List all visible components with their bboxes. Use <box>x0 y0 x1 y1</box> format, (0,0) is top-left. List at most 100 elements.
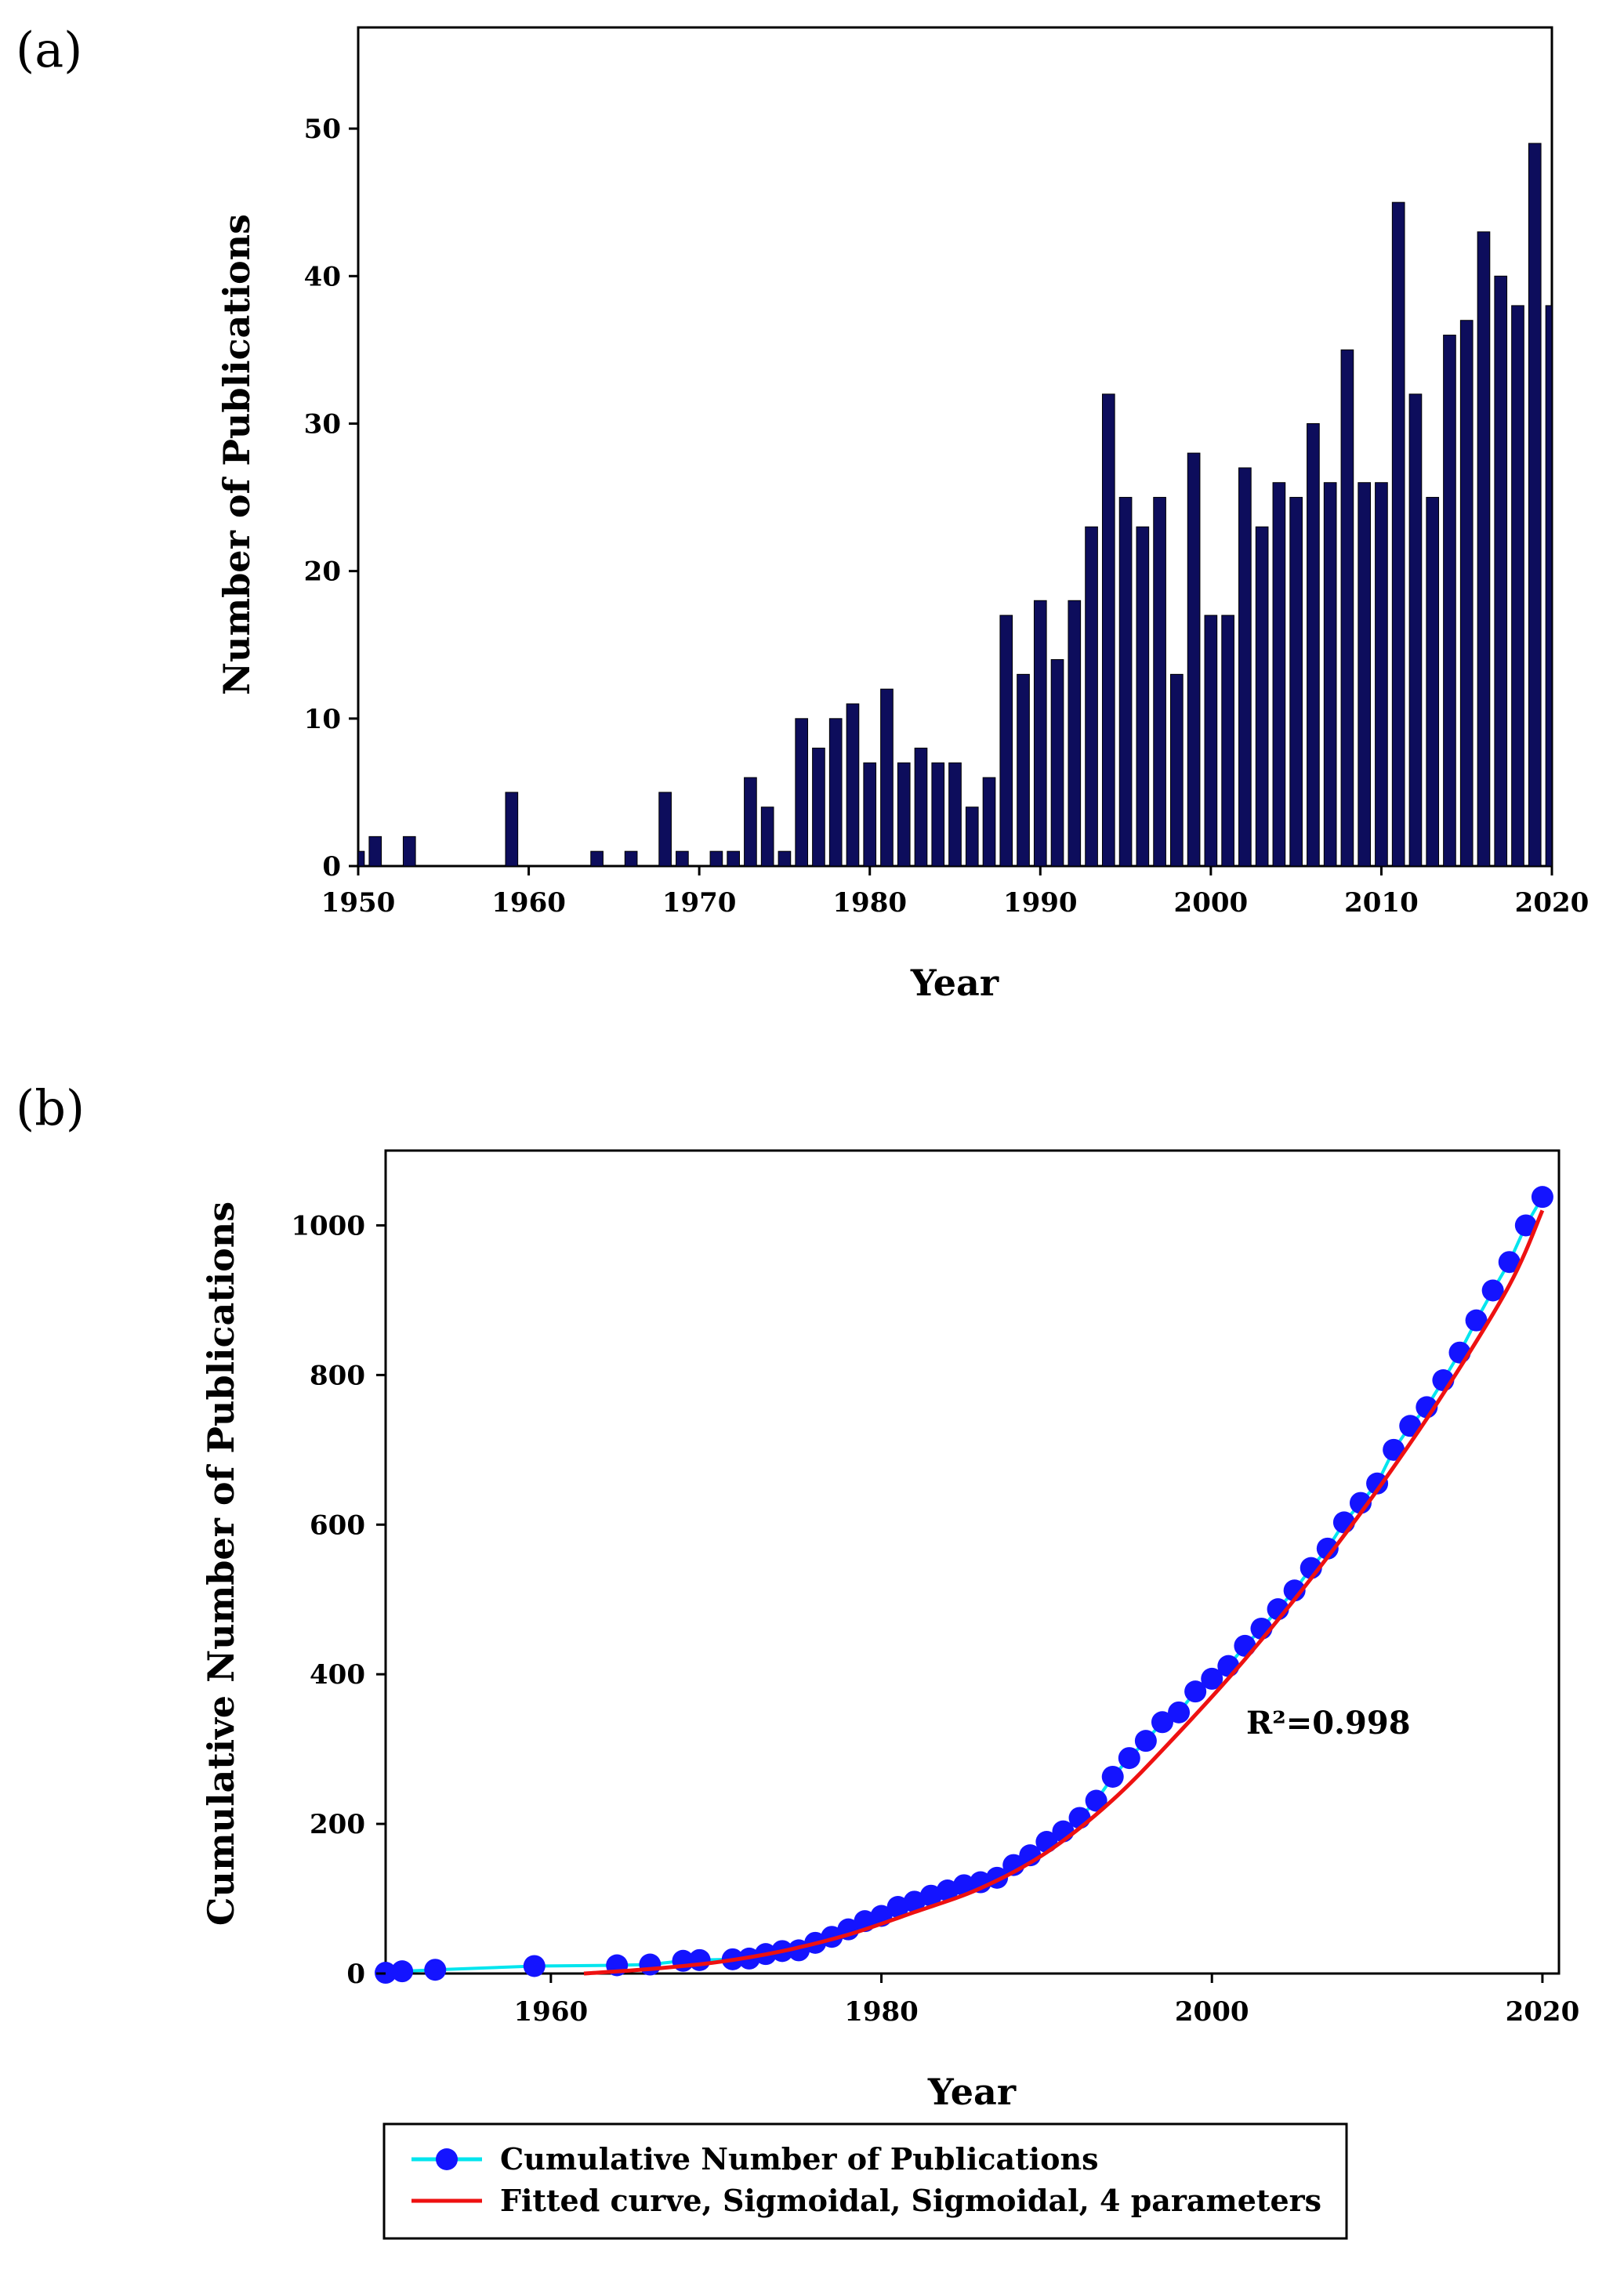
y-tick-label-0: 0 <box>322 851 341 883</box>
bar-1984 <box>931 762 945 867</box>
chart-b-r-squared-annotation: R²=0.998 <box>1246 1705 1411 1742</box>
bar-1979 <box>846 703 860 867</box>
point-1982 <box>903 1890 926 1913</box>
chart-b-fitted-curve <box>583 1209 1545 1976</box>
bar-1951 <box>368 835 382 867</box>
x-tick-label-1960: 1960 <box>514 1996 589 2028</box>
bar-1959 <box>505 792 519 867</box>
bar-2015 <box>1459 320 1474 867</box>
point-2010 <box>1366 1472 1389 1495</box>
point-1985 <box>952 1874 975 1897</box>
y-tick-label-1000: 1000 <box>291 1210 365 1241</box>
bar-1985 <box>948 762 962 867</box>
bar-1973 <box>744 777 757 867</box>
y-tick-label-0: 0 <box>346 1959 365 1990</box>
y-tick-label-400: 400 <box>310 1659 365 1691</box>
point-1984 <box>936 1879 959 1902</box>
point-1981 <box>886 1896 909 1919</box>
x-tick-label-2000: 2000 <box>1174 887 1249 919</box>
point-2001 <box>1217 1655 1240 1677</box>
bar-1968 <box>658 792 672 867</box>
bar-1994 <box>1101 393 1115 867</box>
bar-1999 <box>1187 452 1201 867</box>
bar-1991 <box>1050 659 1064 867</box>
point-1966 <box>639 1953 662 1976</box>
y-tick-label-200: 200 <box>310 1809 365 1840</box>
legend-cumulative-label: Cumulative Number of Publications <box>500 2141 1099 2177</box>
bar-1971 <box>709 850 723 867</box>
bar-2010 <box>1375 482 1388 867</box>
y-tick-label-600: 600 <box>310 1510 365 1541</box>
bar-2007 <box>1323 482 1337 867</box>
bar-2009 <box>1358 482 1372 867</box>
chart-b-y-axis-title: Cumulative Number of Publications <box>200 1202 242 1926</box>
y-tick-label-10: 10 <box>304 704 341 735</box>
bar-1981 <box>880 688 894 867</box>
point-1998 <box>1168 1701 1191 1723</box>
chart-a-y-ticks: 0 10 20 30 40 50 <box>304 114 358 883</box>
point-2020 <box>1531 1186 1553 1209</box>
point-2011 <box>1383 1438 1405 1461</box>
x-tick-label-1980: 1980 <box>844 1996 919 2028</box>
bar-2011 <box>1391 201 1405 867</box>
chart-b-y-ticks: 0 200 400 600 800 1000 <box>291 1210 386 1990</box>
cumulative-series-line <box>385 1196 1544 1974</box>
chart-b: 1960 1980 2000 2020 0 200 400 600 800 1000 R²=0.… <box>200 1149 1580 2240</box>
point-2000 <box>1201 1667 1223 1690</box>
x-tick-label-2020: 2020 <box>1515 887 1590 919</box>
bar-1995 <box>1118 497 1133 867</box>
bar-1989 <box>1017 673 1030 867</box>
bar-1975 <box>778 850 792 867</box>
bar-1972 <box>727 850 740 867</box>
bar-2008 <box>1340 349 1354 867</box>
chart-a-bars <box>357 143 1553 867</box>
chart-b-x-ticks: 1960 1980 2000 2020 <box>514 1974 1580 2028</box>
x-tick-label-2000: 2000 <box>1175 1996 1249 2028</box>
panel-b-label: (b) <box>16 1079 85 1136</box>
legend-cumulative-marker-swatch <box>436 2148 458 2170</box>
bar-1969 <box>676 850 689 867</box>
bar-2014 <box>1443 335 1456 867</box>
bar-1966 <box>624 850 638 867</box>
y-tick-label-50: 50 <box>304 114 341 145</box>
x-tick-label-2020: 2020 <box>1506 1996 1580 2028</box>
bar-2005 <box>1289 497 1303 867</box>
bar-2006 <box>1307 422 1320 867</box>
bar-1987 <box>982 777 996 867</box>
point-2016 <box>1465 1309 1488 1332</box>
point-1999 <box>1184 1680 1207 1703</box>
point-2007 <box>1316 1537 1339 1560</box>
x-tick-label-1990: 1990 <box>1003 887 1078 919</box>
point-1995 <box>1118 1747 1140 1770</box>
bar-2013 <box>1426 497 1440 867</box>
bar-1950 <box>357 850 365 867</box>
point-1969 <box>688 1948 711 1971</box>
bar-1964 <box>590 850 604 867</box>
point-2018 <box>1498 1251 1521 1274</box>
point-2005 <box>1283 1579 1306 1602</box>
y-tick-label-30: 30 <box>304 408 341 440</box>
y-tick-label-20: 20 <box>304 556 341 588</box>
chart-b-plot-frame <box>384 1149 1561 1975</box>
bar-2016 <box>1477 231 1491 867</box>
bar-2020 <box>1545 305 1553 867</box>
chart-b-cumulative-line <box>385 1196 1544 1974</box>
bar-1974 <box>760 806 774 867</box>
bar-1997 <box>1153 497 1166 867</box>
chart-b-legend: Cumulative Number of Publications Fitted… <box>382 2122 1348 2240</box>
bar-1978 <box>828 718 843 867</box>
bar-2019 <box>1528 143 1542 867</box>
x-tick-label-2010: 2010 <box>1344 887 1419 919</box>
bar-1953 <box>402 835 416 867</box>
bar-2012 <box>1408 393 1423 867</box>
chart-a-y-axis-title: Number of Publications <box>216 214 258 695</box>
chart-b-x-axis-title: Year <box>927 2071 1017 2113</box>
bar-1998 <box>1170 673 1184 867</box>
chart-a-plot-frame <box>357 26 1553 868</box>
point-2002 <box>1234 1634 1256 1657</box>
chart-a-x-ticks: 1950 1960 1970 1980 1990 2000 2010 2020 <box>321 866 1590 919</box>
x-tick-label-1970: 1970 <box>662 887 737 919</box>
point-1959 <box>523 1955 546 1977</box>
bar-1990 <box>1033 600 1047 867</box>
